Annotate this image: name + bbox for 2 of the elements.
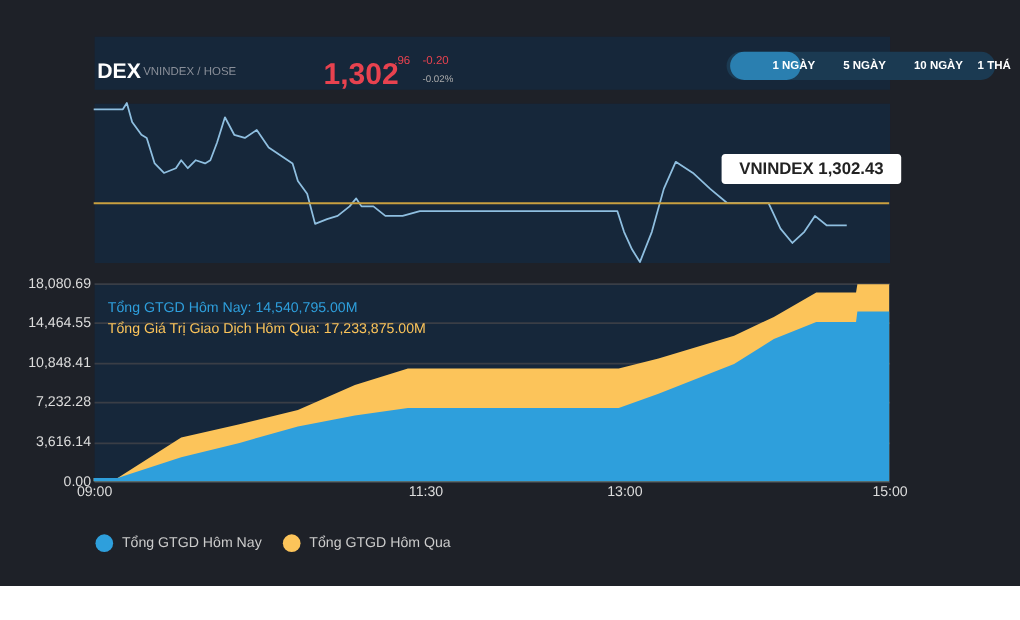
annotation: VNINDEX 1,302.43 (739, 158, 885, 179)
chart-title: DEX (97, 60, 141, 85)
